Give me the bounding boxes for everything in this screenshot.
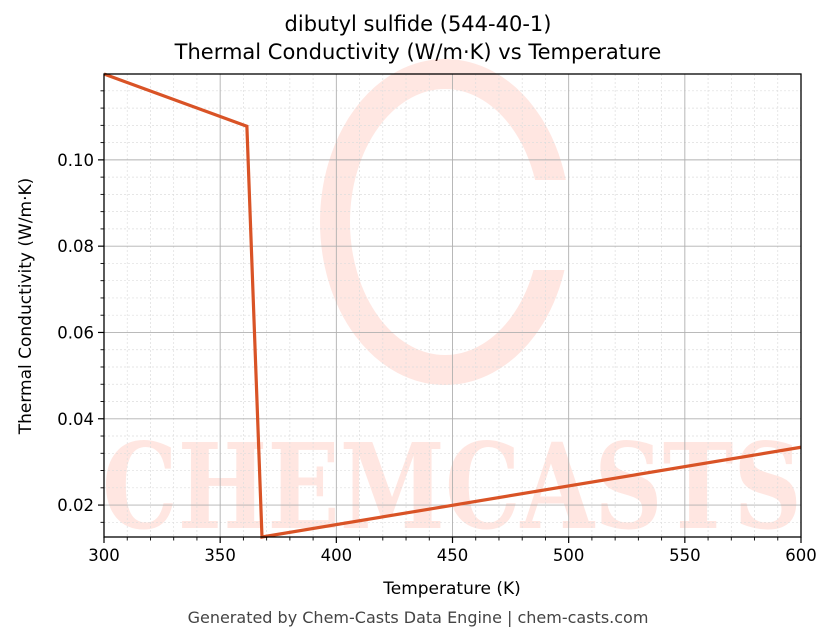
axis-ticks: [98, 90, 802, 543]
x-tick-label: 500: [553, 546, 585, 565]
x-tick-labels: 300 350 400 450 500 550 600: [88, 546, 817, 565]
watermark: CHEMCASTS: [102, 59, 802, 556]
x-tick-label: 400: [321, 546, 353, 565]
y-axis-label: Thermal Conductivity (W/m·K): [16, 178, 36, 436]
x-tick-label: 600: [785, 546, 817, 565]
y-tick-label: 0.02: [57, 496, 94, 515]
y-tick-labels: 0.02 0.04 0.06 0.08 0.10: [57, 151, 94, 515]
y-tick-label: 0.10: [57, 151, 94, 170]
x-axis-label: Temperature (K): [382, 579, 521, 599]
footer-credit: Generated by Chem-Casts Data Engine | ch…: [187, 608, 649, 627]
chart-title-line2: Thermal Conductivity (W/m·K) vs Temperat…: [174, 40, 662, 64]
y-tick-label: 0.04: [57, 410, 94, 429]
y-tick-label: 0.08: [57, 237, 94, 256]
chart-title-line1: dibutyl sulfide (544-40-1): [284, 12, 552, 36]
x-tick-label: 300: [88, 546, 120, 565]
x-tick-label: 550: [669, 546, 701, 565]
watermark-text: CHEMCASTS: [102, 417, 802, 556]
x-tick-label: 350: [204, 546, 236, 565]
thermal-conductivity-line: [103, 72, 802, 539]
x-tick-label: 450: [437, 546, 469, 565]
y-tick-label: 0.06: [57, 323, 94, 342]
